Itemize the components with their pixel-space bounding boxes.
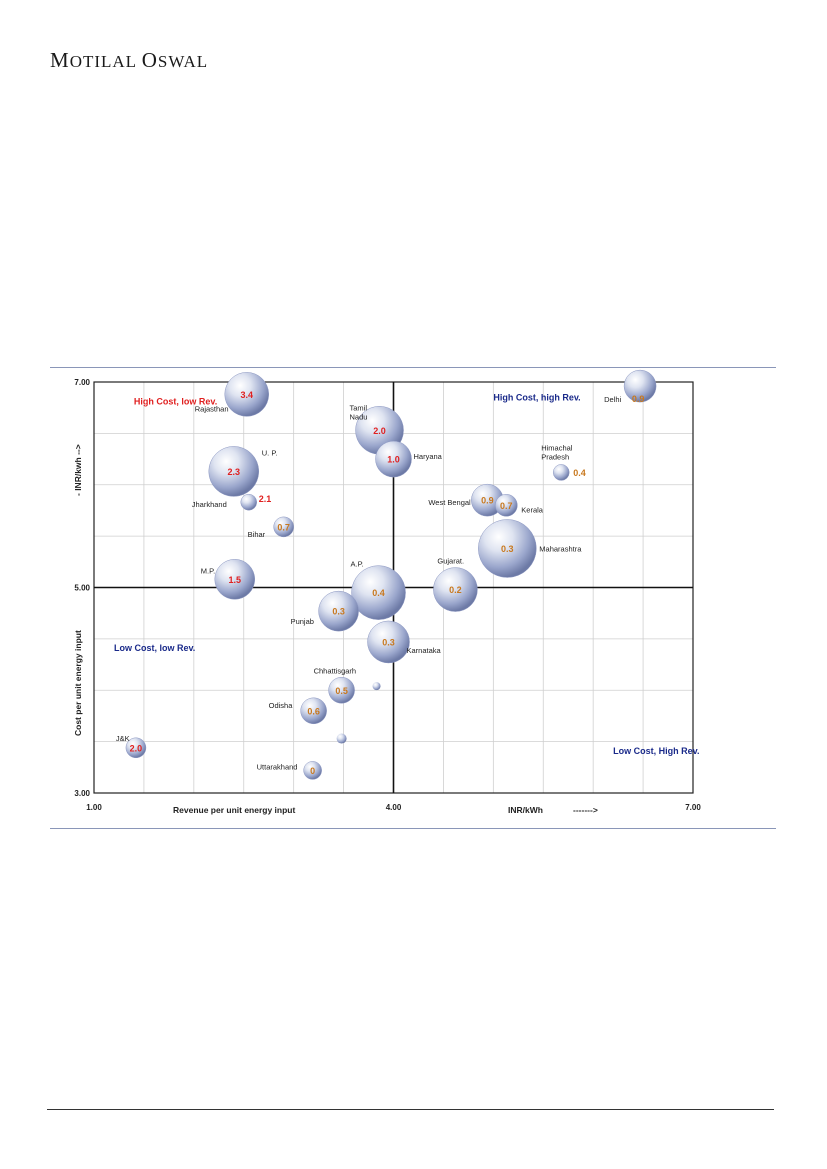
bubble-state-label: Uttarakhand (257, 762, 298, 771)
bubble-point (367, 620, 410, 664)
bubble-state-label: Odisha (269, 701, 294, 710)
bubble-point (303, 761, 322, 780)
bubble-value-label: 2.3 (228, 467, 241, 477)
bubble-state-label: Chhattisgarh (314, 666, 357, 675)
y-tick-label: 7.00 (74, 378, 90, 387)
bubble-state-label-line: Nadu (350, 412, 368, 421)
bubble-point (273, 516, 294, 538)
y-axis-title: Cost per unit energy input (73, 630, 83, 736)
bubble-value-label: 0.6 (307, 706, 320, 716)
bubble-point (623, 369, 657, 403)
bubble-point (214, 559, 256, 600)
bubble-value-label: 0 (310, 766, 315, 776)
bubble-value-label: 0.9 (632, 394, 645, 404)
bubble-point (125, 737, 147, 759)
bubble-value-label: 0.4 (372, 588, 385, 598)
bubble-point (328, 677, 355, 704)
bubble-point (300, 697, 327, 725)
bubble-state-label: Punjab (291, 617, 314, 626)
bubble-point (372, 682, 381, 691)
bubble-state-label: Delhi (604, 395, 621, 404)
bubble-state-label: Bihar (248, 530, 266, 539)
bubble-value-label: 3.4 (240, 390, 253, 400)
bubble-value-label: 0.3 (501, 544, 514, 554)
bubble-value-label: 1.0 (387, 455, 400, 465)
bubble-point (318, 590, 359, 632)
bubble-state-label: U. P. (262, 448, 278, 457)
y-tick-label: 5.00 (74, 584, 90, 593)
bubble-state-label-line: Himachal (541, 443, 573, 452)
bubble-point (208, 446, 260, 497)
bubble-value-label: 0.7 (277, 522, 290, 532)
y-axis-unit-label: - INR/kwh --> (73, 444, 83, 496)
x-axis-unit-label: INR/kWh (508, 805, 543, 815)
bubble-state-label: Kerala (521, 505, 544, 514)
bubble-point (375, 440, 412, 478)
x-axis-title: Revenue per unit energy input (173, 805, 295, 815)
bubble-point (433, 567, 478, 612)
bubble-value-label: 0.7 (500, 501, 513, 511)
bubble-state-label-line: Pradesh (541, 452, 569, 461)
section-divider-bottom (50, 828, 776, 829)
x-tick-label: 1.00 (86, 803, 102, 812)
x-tick-label: 4.00 (386, 803, 402, 812)
bubble-state-label: Haryana (414, 452, 443, 461)
y-tick-label: 3.00 (74, 789, 90, 798)
bubble-state-label: A.P. (351, 560, 364, 569)
x-tick-label: 7.00 (685, 803, 701, 812)
bubble-point (495, 494, 518, 517)
bubble-value-label: 0.5 (335, 686, 348, 696)
bubble-point (224, 372, 269, 417)
quadrant-label: High Cost, low Rev. (134, 397, 217, 407)
x-axis-arrow: -------> (573, 805, 598, 815)
bubble-value-label: 1.5 (229, 575, 242, 585)
bubble-value-label: 0.9 (481, 496, 494, 506)
quadrant-label: Low Cost, High Rev. (613, 746, 699, 756)
brand-name: MOTILAL OSWAL (50, 48, 209, 72)
footer-divider (47, 1109, 774, 1110)
bubble-state-label-line: Tamil (350, 403, 368, 412)
bubble-value-label: 0.4 (573, 468, 586, 478)
bubble-state-label: Himachal Pradesh (541, 443, 573, 461)
bubble-state-label: Karnataka (407, 646, 442, 655)
bubble-state-label: Maharashtra (539, 544, 582, 553)
bubble-value-label: 2.0 (130, 743, 143, 753)
bubble-state-label: Rajasthan (195, 404, 229, 413)
bubble-point (336, 733, 347, 744)
bubble-state-label: Jharkhand (192, 500, 227, 509)
bubble-value-label: 0.3 (382, 637, 395, 647)
section-divider-top (50, 367, 776, 368)
bubble-state-label: Tamil Nadu (350, 403, 368, 421)
bubble-value-label: 2.0 (373, 426, 386, 436)
quadrant-label: Low Cost, low Rev. (114, 643, 195, 653)
bubble-value-label: 0.2 (449, 585, 462, 595)
bubble-value-label: 2.1 (259, 494, 272, 504)
bubble-state-label: M.P. (201, 566, 215, 575)
bubble-state-label: Gujarat. (437, 557, 464, 566)
bubble-point (351, 565, 406, 620)
quadrant-label: High Cost, high Rev. (493, 392, 580, 402)
bubble-point (552, 464, 570, 481)
bubble-point (478, 519, 537, 578)
brand-logo-text: MOTILAL OSWAL (50, 48, 208, 73)
bubble-state-label: J&K (116, 734, 130, 743)
bubble-state-label: West Bengal (428, 498, 471, 507)
bubbles (125, 369, 657, 780)
bubble-value-label: 0.3 (332, 607, 345, 617)
labels: High Cost, low Rev. High Cost, high Rev. L… (114, 390, 700, 776)
bubble-point (240, 493, 257, 511)
